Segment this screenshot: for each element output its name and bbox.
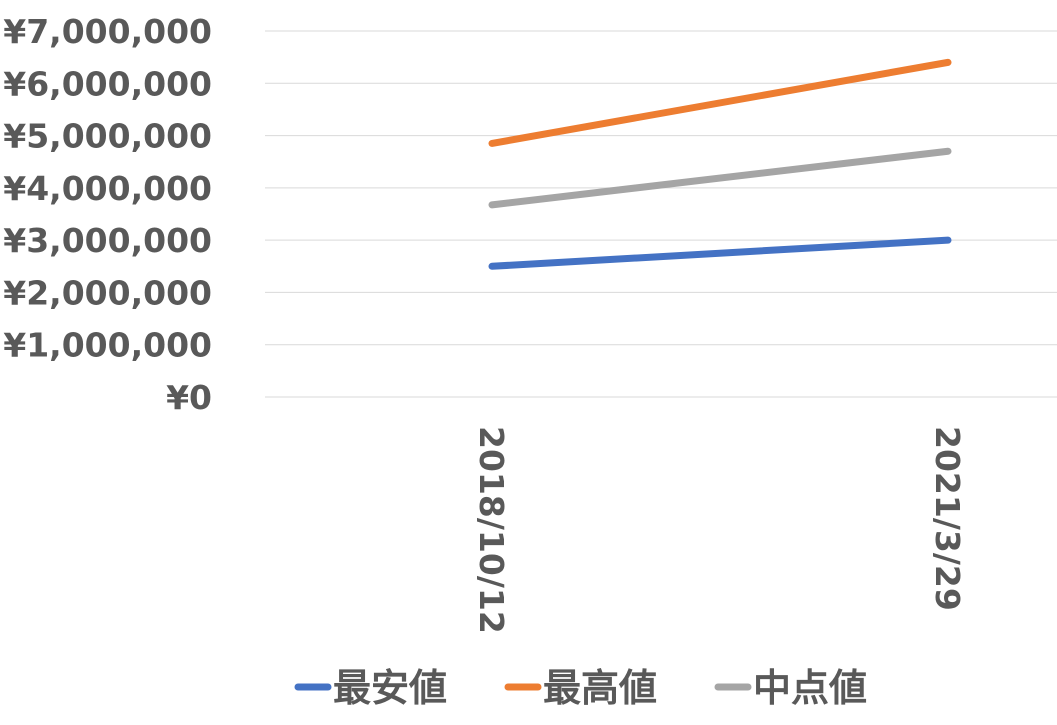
y-tick-label: ¥2,000,000 xyxy=(3,273,212,312)
x-axis-tick-labels: 2018/10/12 2021/3/29 xyxy=(472,426,967,634)
y-tick-label: ¥7,000,000 xyxy=(3,12,212,51)
y-tick-label: ¥0 xyxy=(166,378,212,417)
legend-label: 中点値 xyxy=(753,666,867,710)
legend-item: 最安値 xyxy=(294,666,447,710)
y-tick-label: ¥6,000,000 xyxy=(3,64,212,103)
y-tick-label: ¥4,000,000 xyxy=(3,169,212,208)
series-line xyxy=(488,58,952,147)
legend-label: 最高値 xyxy=(543,666,657,710)
y-tick-label: ¥3,000,000 xyxy=(3,221,212,260)
legend-item: 最高値 xyxy=(504,666,657,710)
legend: 最安値 最高値 中点値 xyxy=(294,666,867,710)
legend-item: 中点値 xyxy=(714,666,867,710)
x-tick-label: 2018/10/12 xyxy=(472,426,511,634)
series-line xyxy=(488,147,952,209)
x-tick-label: 2021/3/29 xyxy=(928,426,967,611)
series-line xyxy=(488,236,952,270)
y-tick-label: ¥5,000,000 xyxy=(3,117,212,156)
series-layer xyxy=(488,58,952,270)
y-tick-label: ¥1,000,000 xyxy=(3,326,212,365)
legend-label: 最安値 xyxy=(333,666,447,710)
y-axis-tick-labels: ¥0 ¥1,000,000 ¥2,000,000 ¥3,000,000 ¥4,000,0… xyxy=(3,12,212,417)
grid-layer xyxy=(265,30,1057,398)
